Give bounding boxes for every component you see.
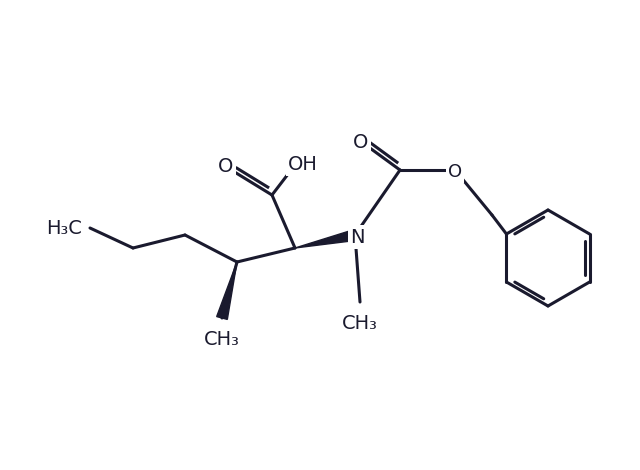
Text: N: N (349, 227, 364, 246)
Text: CH₃: CH₃ (204, 330, 240, 349)
Text: O: O (353, 133, 369, 151)
Text: OH: OH (288, 155, 318, 173)
Polygon shape (295, 230, 356, 248)
Polygon shape (217, 262, 237, 320)
Text: CH₃: CH₃ (342, 314, 378, 333)
Text: O: O (218, 157, 234, 177)
Text: H₃C: H₃C (46, 219, 82, 237)
Text: O: O (448, 163, 462, 181)
